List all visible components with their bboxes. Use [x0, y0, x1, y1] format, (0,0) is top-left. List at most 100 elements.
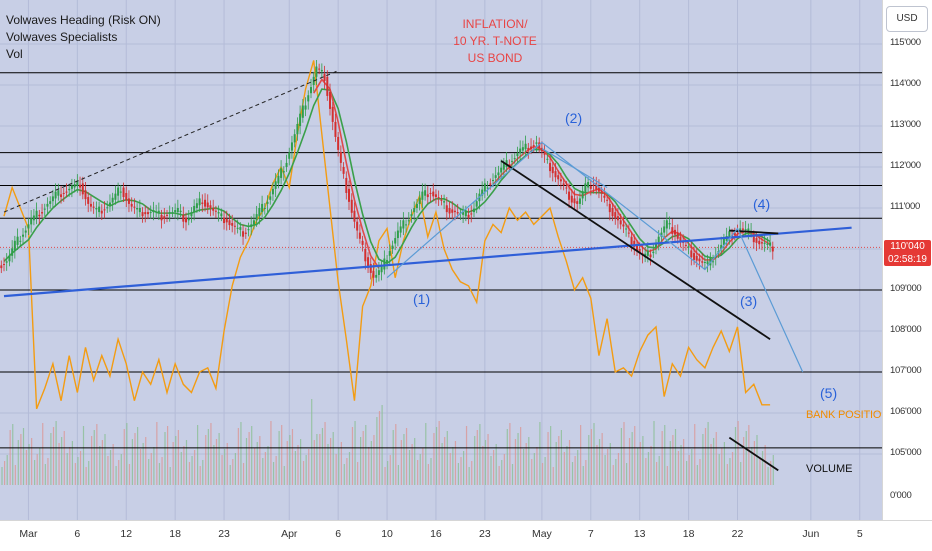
- price-tick-label: 108'000: [890, 324, 922, 335]
- volume-bar: [207, 429, 209, 485]
- volume-bar: [185, 440, 188, 485]
- legend-item-specialists[interactable]: Volwaves Specialists: [6, 30, 118, 44]
- volume-bar: [343, 464, 345, 485]
- volume-bar: [58, 443, 60, 485]
- candle-body: [258, 208, 261, 217]
- volume-bar: [506, 429, 508, 485]
- candle-body: [760, 242, 763, 244]
- candle-body: [687, 246, 690, 248]
- candle-body: [13, 240, 16, 251]
- volume-bar: [311, 399, 313, 485]
- candle-body: [733, 232, 736, 236]
- volume-bar: [745, 431, 747, 485]
- trendline-wave-4-top: [729, 229, 779, 235]
- plot-area[interactable]: [0, 0, 882, 520]
- candle-body: [195, 203, 198, 208]
- volume-bar: [612, 465, 614, 485]
- volume-bar: [465, 426, 468, 485]
- price-tick-label: 111'000: [890, 201, 921, 212]
- volume-bar: [449, 453, 451, 485]
- volume-bar: [172, 442, 174, 485]
- volume-bar: [520, 427, 522, 485]
- volume-bar: [77, 457, 79, 485]
- candle-body: [513, 158, 516, 160]
- volume-bar: [194, 450, 196, 485]
- candle-body: [426, 194, 429, 198]
- volume-bar: [387, 461, 389, 485]
- candle-body: [600, 191, 603, 194]
- volume-bar: [539, 422, 541, 485]
- candle-body: [429, 192, 432, 194]
- candle-body: [106, 207, 109, 209]
- candle-body: [353, 210, 356, 222]
- volume-bar: [748, 425, 750, 485]
- volume-bar: [338, 448, 340, 485]
- volume-bar: [400, 440, 402, 485]
- candle-body: [296, 123, 299, 135]
- candle-body: [310, 87, 312, 94]
- candle-body: [95, 208, 98, 210]
- time-tick-label: Apr: [281, 528, 298, 540]
- volume-bar: [218, 433, 220, 485]
- time-tick-label: 7: [587, 528, 594, 540]
- price-tick-label: 107'000: [890, 365, 922, 376]
- candle-body: [519, 148, 522, 154]
- volume-bar: [229, 465, 231, 485]
- volume-bar: [525, 443, 527, 485]
- candle-body: [445, 205, 448, 213]
- volume-bar: [365, 425, 367, 485]
- volume-bar: [270, 421, 272, 485]
- volume-bar: [463, 451, 465, 485]
- time-tick-label: 22: [731, 528, 744, 540]
- volume-bar: [408, 450, 411, 485]
- candle-body: [16, 236, 19, 245]
- volume-bar: [389, 455, 391, 485]
- volume-bar: [71, 441, 73, 485]
- legend-item-vol[interactable]: Vol: [6, 47, 23, 61]
- volume-bar: [674, 429, 677, 485]
- volume-bar: [767, 467, 769, 485]
- volume-bar: [726, 464, 728, 485]
- volume-bar: [112, 444, 114, 485]
- volume-bar: [392, 430, 394, 485]
- candle-body: [220, 213, 223, 217]
- candle-body: [79, 184, 82, 188]
- volume-bar: [93, 430, 95, 485]
- volume-bar: [471, 461, 473, 485]
- candle-body: [701, 261, 704, 263]
- candle-body: [119, 191, 122, 193]
- volume-bar: [533, 453, 535, 485]
- volume-bar: [626, 463, 628, 485]
- volume-bar: [604, 455, 606, 485]
- chart-svg[interactable]: [0, 0, 882, 520]
- time-axis[interactable]: [0, 520, 932, 551]
- time-tick-label: 10: [381, 528, 393, 540]
- candle-body: [771, 246, 774, 252]
- legend-item-heading[interactable]: Volwaves Heading (Risk ON): [6, 13, 161, 27]
- volume-bar: [300, 439, 302, 485]
- candle-body: [212, 208, 215, 211]
- volume-label: VOLUME: [806, 463, 853, 475]
- volume-bar: [69, 447, 71, 485]
- candle-body: [703, 261, 706, 263]
- volume-bar: [31, 438, 33, 485]
- candle-body: [462, 212, 465, 215]
- candle-body: [266, 201, 269, 204]
- candle-body: [622, 224, 625, 227]
- volume-bar: [327, 444, 329, 485]
- candle-body: [744, 229, 747, 231]
- volume-bar: [593, 423, 595, 485]
- volume-bar: [9, 430, 11, 485]
- currency-button[interactable]: USD: [886, 6, 928, 32]
- candle-body: [668, 223, 671, 225]
- volume-bar: [120, 454, 122, 485]
- candle-body: [755, 238, 758, 243]
- candle-body: [252, 220, 255, 225]
- volume-bar: [202, 460, 204, 485]
- candle-body: [11, 248, 14, 256]
- candle-body: [337, 136, 340, 150]
- candle-body: [627, 232, 630, 234]
- candle-body: [315, 66, 318, 77]
- candle-body: [665, 220, 668, 229]
- candle-body: [171, 212, 174, 214]
